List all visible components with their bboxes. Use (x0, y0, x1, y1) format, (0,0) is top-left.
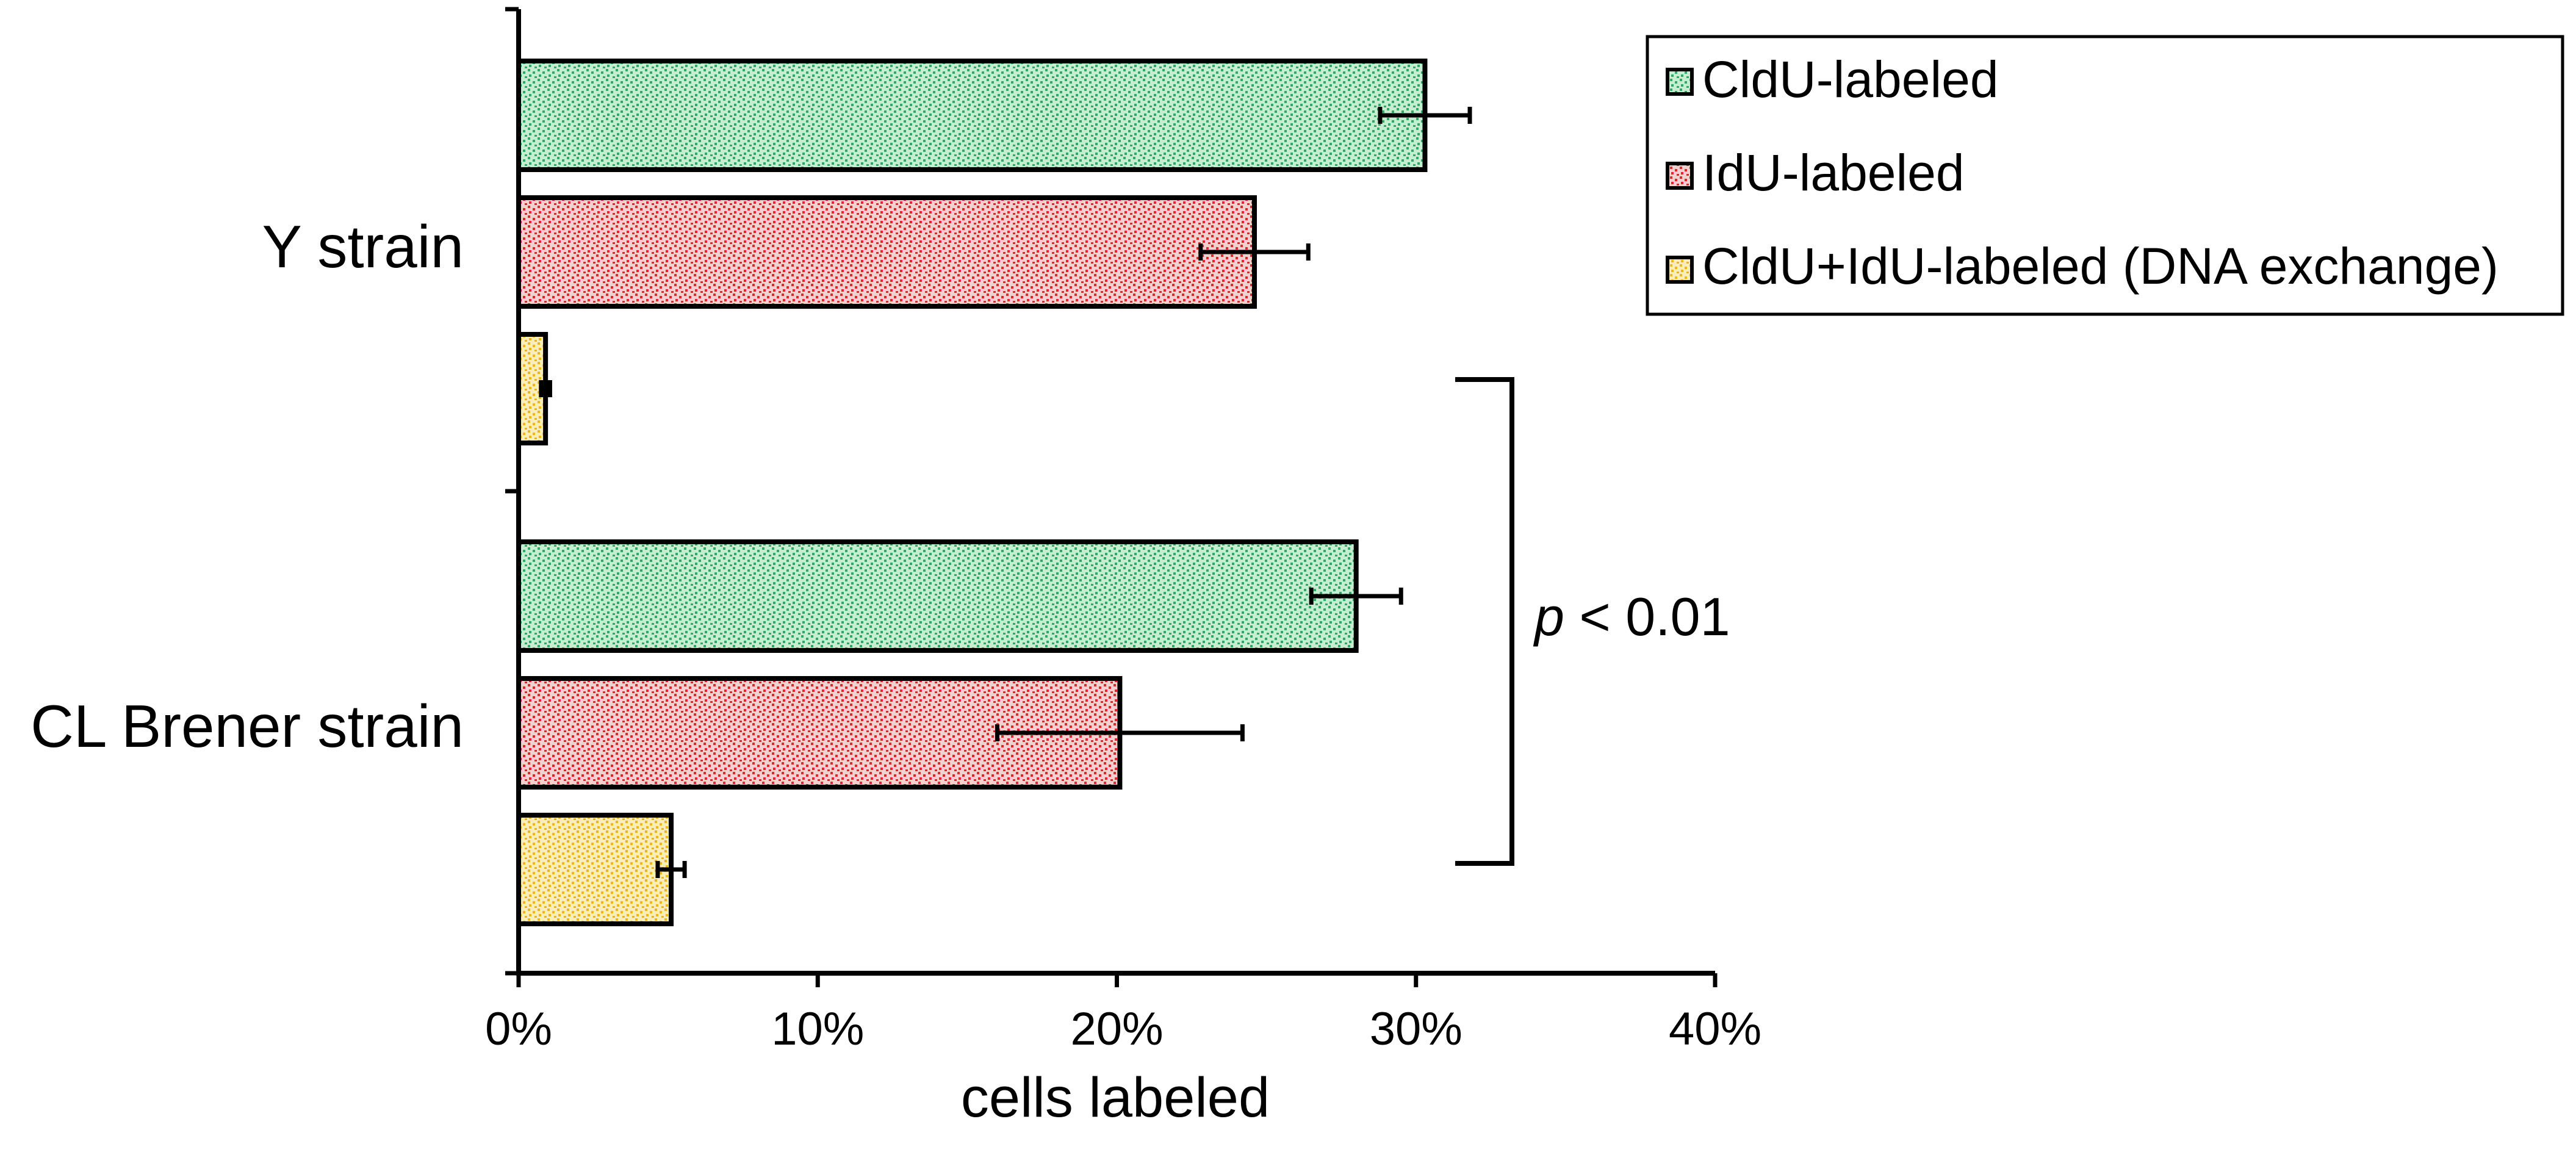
error-bar-cl-brener-strain-cldu-idu (655, 861, 687, 878)
error-bar-y-strain-idu (1198, 243, 1311, 261)
legend-box (1646, 35, 2564, 316)
category-label-cl-brener-strain: CL Brener strain (31, 693, 464, 760)
x-axis-title: cells labeled (961, 1067, 1270, 1129)
error-bar-cl-brener-strain-cldu (1309, 588, 1403, 605)
error-bars-layer (539, 107, 1472, 878)
bars-layer (516, 59, 1428, 926)
p-value-annotation: p < 0.01 (1533, 586, 1730, 647)
legend-swatch-cldu-idu (1666, 256, 1694, 284)
y-axis-ticks (505, 7, 519, 976)
x-tick-label: 40% (1669, 1003, 1761, 1055)
category-label-y-strain: Y strain (262, 213, 464, 280)
x-tick-label: 10% (771, 1003, 864, 1055)
bar-cl-brener-strain-cldu-idu (516, 813, 674, 926)
p-value-text: < 0.01 (1564, 586, 1730, 647)
p-symbol: p (1533, 586, 1564, 647)
error-bar-y-strain-cldu (1378, 107, 1472, 124)
x-tick-label: 20% (1070, 1003, 1163, 1055)
error-bar-cl-brener-strain-idu (995, 724, 1245, 741)
legend-label-idu: IdU-labeled (1702, 144, 1965, 201)
bar-y-strain-cldu (516, 59, 1428, 172)
bar-y-strain-idu (516, 195, 1257, 309)
x-axis-ticks: 0% 10% 20% 30% 40% (485, 973, 1761, 1055)
legend-label-cldu-idu: CldU+IdU-labeled (DNA exchange) (1702, 237, 2499, 295)
x-tick-label: 30% (1370, 1003, 1462, 1055)
error-bar-y-strain-cldu-idu (539, 380, 552, 397)
x-tick-label: 0% (485, 1003, 552, 1055)
legend-label-cldu: CldU-labeled (1702, 51, 1999, 108)
significance-bracket (1455, 377, 1514, 866)
legend: CldU-labeled IdU-labeled CldU+IdU-labele… (1646, 35, 2564, 316)
legend-swatch-cldu (1666, 68, 1694, 96)
bar-cl-brener-strain-cldu (516, 539, 1359, 653)
legend-swatch-idu (1666, 162, 1694, 190)
